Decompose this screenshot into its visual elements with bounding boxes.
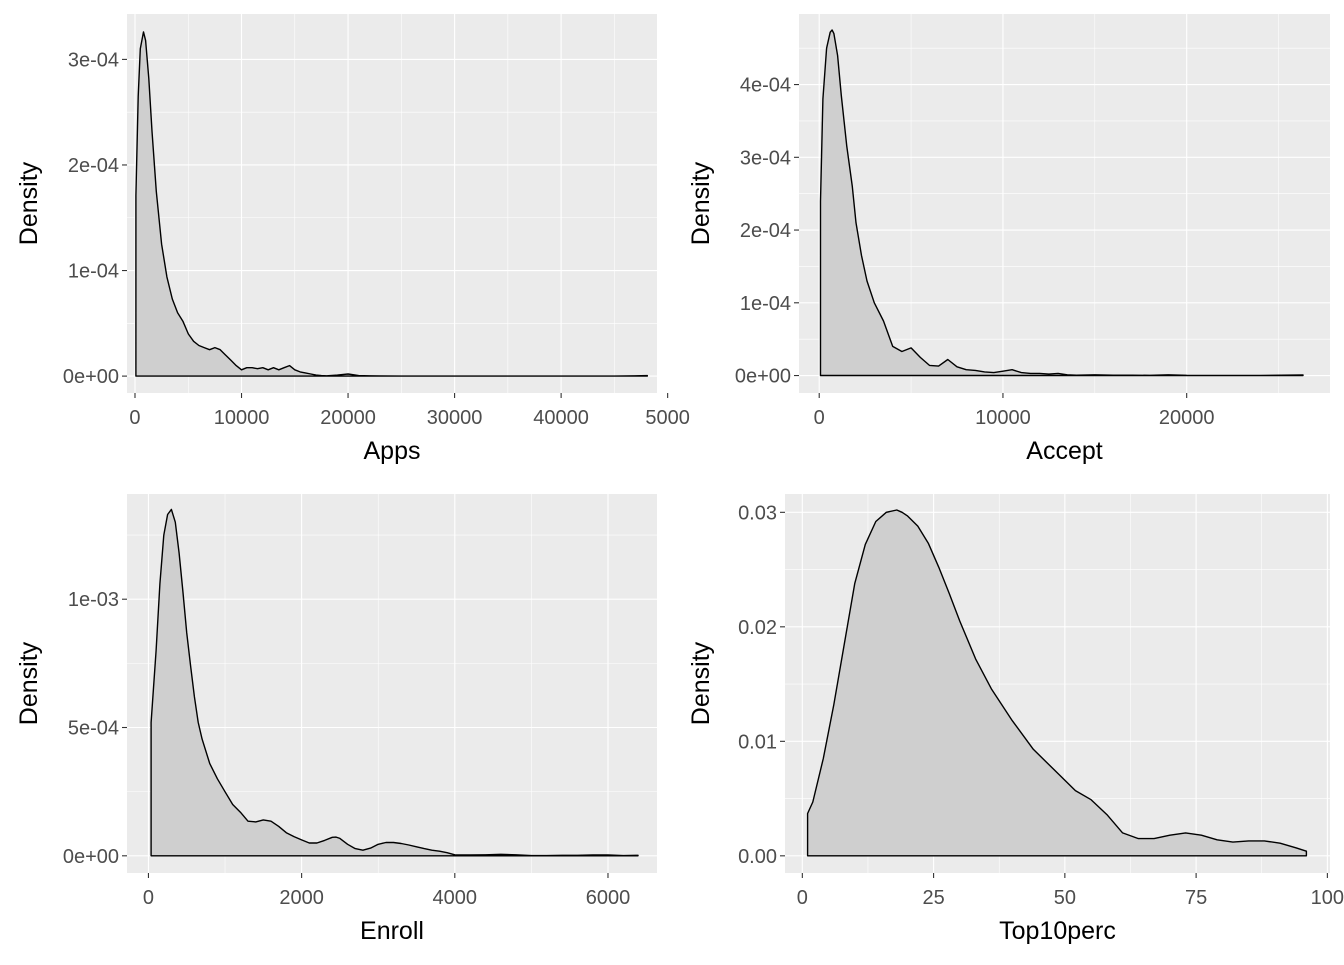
- y-tick-label: 0e+00: [735, 366, 791, 388]
- x-tick-label: 50: [1054, 887, 1076, 909]
- density-area: [819, 29, 1304, 377]
- x-tick-label: 0: [814, 407, 825, 429]
- x-axis-title: Top10perc: [999, 917, 1116, 945]
- chart-panel-4: 0 25 50 75 100 0.00 0.01 0.02 0.03 Top10perc Densi…: [687, 494, 1344, 945]
- x-tick-label: 20000: [320, 407, 376, 429]
- x-tick-label: 40000: [533, 407, 589, 429]
- x-tick-label: 0: [797, 887, 808, 909]
- y-tick-label: 0.03: [738, 502, 777, 524]
- x-tick-label: 4000: [433, 887, 478, 909]
- x-tick-label: 25: [922, 887, 944, 909]
- y-axis-title: Density: [687, 161, 715, 245]
- x-tick-label: 6000: [586, 887, 631, 909]
- x-tick-label: 0: [143, 887, 154, 909]
- x-tick-label: 20000: [1159, 407, 1215, 429]
- y-axis-title: Density: [15, 161, 43, 245]
- y-tick-label: 0.02: [738, 617, 777, 639]
- x-axis-title: Apps: [364, 437, 421, 465]
- y-tick-label: 2e-04: [740, 220, 791, 242]
- y-axis-title: Density: [687, 641, 715, 725]
- y-tick-label: 0e+00: [63, 366, 119, 388]
- x-tick-label: 2000: [279, 887, 324, 909]
- y-tick-label: 0.01: [738, 731, 777, 753]
- y-tick-label: 5e-04: [68, 718, 119, 740]
- density-area: [135, 31, 648, 377]
- y-axis-title: Density: [15, 641, 43, 725]
- y-tick-label: 4e-04: [740, 75, 791, 97]
- x-axis-title: Enroll: [360, 917, 424, 945]
- y-tick-label: 0.00: [738, 846, 777, 868]
- x-tick-label: 10000: [975, 407, 1031, 429]
- x-tick-label: 0: [129, 407, 140, 429]
- y-tick-label: 3e-04: [740, 147, 791, 169]
- panel-background: [127, 14, 657, 393]
- y-tick-label: 1e-04: [740, 293, 791, 315]
- x-tick-label: 10000: [214, 407, 270, 429]
- y-tick-label: 1e-04: [68, 261, 119, 283]
- density-area: [150, 508, 639, 857]
- y-tick-label: 2e-04: [68, 155, 119, 177]
- y-tick-label: 3e-04: [68, 49, 119, 71]
- x-tick-label: 100: [1311, 887, 1344, 909]
- x-tick-label: 30000: [427, 407, 483, 429]
- x-tick-label: 5000: [645, 407, 690, 429]
- y-tick-label: 1e-03: [68, 589, 119, 611]
- x-axis-title: Accept: [1026, 437, 1102, 465]
- x-tick-label: 75: [1185, 887, 1207, 909]
- chart-panel-1: 0 10000 20000 30000 40000 5000 0e+00 1e-04 2e-04…: [15, 14, 690, 465]
- panel-background: [799, 14, 1330, 393]
- chart-panel-3: 0 2000 4000 6000 0e+00 5e-04 1e-03 Enroll Densit…: [15, 494, 657, 945]
- density-area: [806, 509, 1308, 857]
- y-tick-label: 0e+00: [63, 846, 119, 868]
- chart-panel-2: 0 10000 20000 0e+00 1e-04 2e-04 3e-04 4e-04 Acce…: [687, 14, 1330, 465]
